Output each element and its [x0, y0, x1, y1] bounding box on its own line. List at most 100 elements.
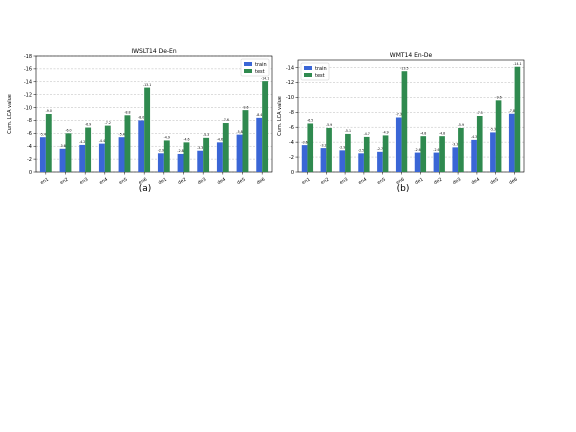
data-label-train: -5.4	[118, 132, 124, 136]
bar-train	[59, 148, 66, 172]
bar-train	[414, 152, 421, 172]
data-label-test: -14.1	[261, 76, 269, 80]
data-label-train: -2.5	[358, 149, 364, 153]
data-label-train: -2.9	[339, 146, 345, 150]
chart-title: IWSLT14 De-En	[131, 48, 177, 55]
data-label-train: -8.0	[138, 116, 144, 120]
bar-train	[39, 137, 46, 172]
data-label-train: -3.3	[197, 146, 203, 150]
data-label-train: -4.2	[79, 140, 85, 144]
x-tick-label: de2	[177, 177, 188, 187]
bar-train	[358, 153, 364, 172]
y-tick-label: -6	[289, 125, 294, 131]
data-label-test: -4.6	[183, 138, 189, 142]
bar-train	[177, 153, 184, 172]
bar-train	[339, 150, 346, 172]
bar-test	[514, 66, 521, 172]
bar-train	[157, 153, 164, 172]
data-label-train: -2.7	[377, 147, 383, 151]
x-tick-label: en4	[98, 177, 109, 187]
bar-train	[433, 152, 440, 172]
x-tick-label: de2	[433, 177, 444, 187]
x-tick-label: en5	[118, 177, 129, 187]
data-label-train: -7.8	[509, 109, 515, 113]
y-tick-label: -10	[286, 95, 294, 101]
data-label-train: -2.6	[433, 148, 439, 152]
y-tick-label: -4	[289, 140, 294, 146]
bar-test	[307, 123, 314, 172]
data-label-test: -4.8	[439, 131, 445, 135]
x-tick-label: de5	[489, 177, 500, 187]
legend-swatch-train	[304, 66, 312, 70]
bar-train	[216, 142, 223, 172]
legend-label-train: train	[255, 62, 267, 68]
data-label-train: -5.3	[490, 128, 496, 132]
data-label-test: -7.2	[105, 121, 111, 125]
bar-train	[395, 117, 402, 172]
bar-train	[197, 150, 204, 172]
data-label-train: -3.3	[452, 143, 458, 147]
legend-label-test: test	[315, 73, 325, 79]
data-label-train: -4.3	[471, 135, 477, 139]
data-label-test: -13.5	[400, 66, 408, 70]
plot-frame	[35, 55, 273, 173]
y-tick-label: -16	[24, 67, 32, 73]
plot-frame	[297, 59, 525, 173]
data-label-test: -5.9	[326, 123, 332, 127]
data-label-test: -5.3	[203, 133, 209, 137]
y-axis-label: Cum. LCA value	[277, 96, 283, 136]
bar-train	[508, 113, 515, 172]
bar-test	[144, 87, 151, 172]
y-tick-label: -4	[27, 144, 32, 150]
x-tick-label: de5	[236, 177, 247, 187]
data-label-test: -9.6	[242, 105, 248, 109]
bar-test	[242, 110, 249, 172]
legend-swatch-train	[244, 62, 252, 66]
data-label-train: -2.8	[177, 149, 183, 153]
chart-wmt14: 0 -2 -4 -6 -8 -10 -12 -14 WMT14 En-De Cum. LCA va…	[277, 52, 525, 187]
subfigure-label-a: (a)	[139, 184, 152, 194]
bar-train	[236, 134, 243, 172]
legend-label-train: train	[315, 66, 327, 72]
chart-title: WMT14 En-De	[390, 52, 433, 59]
y-tick-label: 0	[29, 170, 32, 176]
data-label-test: -6.9	[85, 123, 91, 127]
data-label-train: -5.4	[40, 132, 46, 136]
chart-iwslt14: 0 -2 -4 -6 -8 -10 -12 -14 -16 -18 IWSLT14 De-En Cum…	[7, 48, 273, 187]
bar-test	[345, 133, 351, 172]
y-axis-label: Cum. LCA value	[7, 94, 13, 134]
data-label-test: -6.0	[65, 129, 71, 133]
data-label-train: -2.6	[414, 148, 420, 152]
bar-test	[163, 140, 170, 172]
bar-train	[79, 144, 86, 172]
bar-train	[138, 120, 145, 172]
bar-test	[476, 116, 483, 172]
data-label-test: -6.5	[307, 119, 313, 123]
bar-test	[124, 115, 131, 172]
data-label-test: -7.5	[477, 111, 483, 115]
x-tick-label: en1	[301, 177, 312, 187]
data-label-train: -3.6	[301, 140, 307, 144]
y-tick-label: -2	[289, 155, 294, 161]
x-tick-label: en5	[376, 177, 387, 187]
data-label-train: -3.2	[320, 143, 326, 147]
bar-train	[98, 143, 105, 172]
bar-train	[301, 145, 308, 172]
bar-train	[452, 147, 459, 172]
data-label-train: -7.3	[396, 113, 402, 117]
bar-test	[495, 100, 502, 172]
bar-test	[382, 135, 389, 172]
bar-test	[222, 123, 229, 172]
y-tick-label: -12	[286, 80, 294, 86]
bar-test	[104, 125, 111, 172]
x-tick-label: de6	[256, 177, 267, 187]
y-tick-label: -8	[289, 110, 294, 116]
x-tick-label: de4	[216, 177, 227, 187]
x-tick-label: en2	[320, 177, 331, 187]
x-tick-label: en6	[395, 177, 406, 187]
y-tick-label: 0	[291, 170, 294, 176]
legend-label-test: test	[255, 69, 265, 75]
x-tick-label: en3	[79, 177, 90, 187]
data-label-test: -5.9	[458, 123, 464, 127]
